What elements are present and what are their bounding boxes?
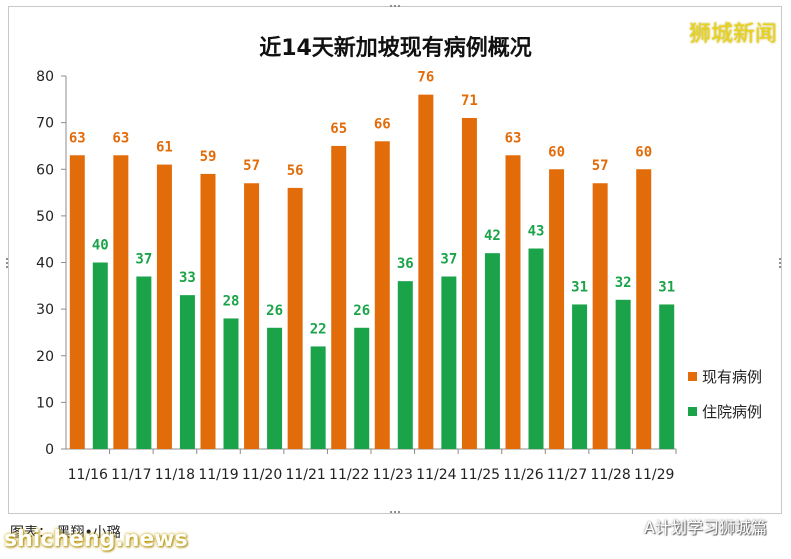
- bar-existing: [200, 173, 216, 449]
- data-label: 31: [571, 279, 588, 295]
- x-tick-label: 11/22: [329, 467, 369, 483]
- bar-existing: [505, 155, 521, 449]
- data-label: 32: [615, 275, 632, 291]
- data-label: 60: [635, 144, 652, 160]
- data-label: 42: [484, 228, 501, 244]
- bar-hospitalized: [310, 346, 326, 449]
- bar-hospitalized: [136, 276, 152, 449]
- legend-swatch: [688, 372, 697, 381]
- watermark-account: A计划学习狮城篇: [618, 514, 767, 538]
- data-label: 37: [135, 251, 152, 267]
- bar-hospitalized: [223, 318, 239, 449]
- bar-existing: [69, 155, 85, 449]
- bar-existing: [331, 145, 347, 449]
- y-tick-label: 80: [36, 69, 54, 85]
- data-label: 65: [330, 121, 347, 137]
- bar-existing: [287, 187, 303, 449]
- x-tick-label: 11/19: [198, 467, 238, 483]
- bar-hospitalized: [179, 295, 195, 449]
- data-label: 57: [243, 158, 260, 174]
- data-label: 36: [397, 256, 414, 272]
- legend-swatch: [688, 407, 697, 416]
- y-tick-label: 30: [36, 302, 54, 318]
- bar-existing: [113, 155, 129, 449]
- bar-hospitalized: [441, 276, 457, 449]
- brand-logo-text: 狮城新闻: [688, 22, 777, 47]
- chart-source-credit: 图表： 黑翔•小璐: [10, 525, 121, 541]
- bar-existing: [636, 169, 652, 449]
- chart-title: 近14天新加坡现有病例概况: [259, 36, 532, 61]
- watermark-site: shicheng.news: [4, 527, 188, 552]
- x-tick-label: 11/21: [285, 467, 325, 483]
- data-label: 59: [200, 149, 217, 165]
- y-tick-label: 0: [45, 442, 54, 458]
- y-tick-label: 20: [36, 349, 54, 365]
- data-label: 57: [592, 158, 609, 174]
- bar-existing: [244, 183, 260, 450]
- y-tick-label: 60: [36, 162, 54, 178]
- data-label: 71: [461, 93, 478, 109]
- data-label: 22: [310, 321, 327, 337]
- y-tick-label: 40: [36, 256, 54, 272]
- x-tick-label: 11/23: [373, 467, 413, 483]
- data-label: 40: [92, 238, 109, 254]
- x-tick-label: 11/26: [503, 467, 543, 483]
- bar-existing: [156, 164, 172, 449]
- data-label: 33: [179, 270, 196, 286]
- resize-handle-left[interactable]: [5, 257, 9, 269]
- watermark-account-label: A计划学习狮城篇: [644, 518, 767, 537]
- data-label: 63: [505, 130, 522, 146]
- data-label: 56: [287, 163, 304, 179]
- data-label: 26: [266, 303, 283, 319]
- resize-handle-top[interactable]: [389, 4, 401, 8]
- bar-hospitalized: [484, 253, 500, 449]
- bar-existing: [418, 94, 434, 450]
- y-tick-label: 70: [36, 116, 54, 132]
- bar-existing: [549, 169, 565, 449]
- x-tick-label: 11/17: [111, 467, 151, 483]
- data-label: 63: [112, 130, 129, 146]
- x-tick-label: 11/29: [634, 467, 674, 483]
- data-label: 37: [440, 251, 457, 267]
- x-tick-label: 11/16: [68, 467, 108, 483]
- bar-existing: [592, 183, 608, 450]
- y-tick-label: 10: [36, 395, 54, 411]
- wechat-icon: [618, 518, 638, 533]
- bar-hospitalized: [528, 248, 544, 449]
- y-tick-label: 50: [36, 209, 54, 225]
- bar-existing: [461, 117, 477, 450]
- data-label: 60: [548, 144, 565, 160]
- data-label: 63: [69, 130, 86, 146]
- data-label: 66: [374, 116, 391, 132]
- data-label: 28: [223, 293, 240, 309]
- bar-existing: [374, 141, 390, 449]
- bar-hospitalized: [659, 304, 675, 449]
- x-tick-label: 11/25: [460, 467, 500, 483]
- resize-handle-bottom[interactable]: [389, 510, 401, 514]
- bar-hospitalized: [354, 327, 370, 449]
- data-label: 76: [417, 70, 434, 86]
- bar-hospitalized: [92, 262, 108, 449]
- bar-hospitalized: [572, 304, 588, 449]
- x-tick-label: 11/24: [416, 467, 456, 483]
- data-label: 26: [353, 303, 370, 319]
- bar-hospitalized: [615, 299, 631, 449]
- legend-label: 住院病例: [702, 403, 762, 421]
- x-tick-label: 11/20: [242, 467, 282, 483]
- bar-hospitalized: [397, 281, 413, 449]
- bar-hospitalized: [267, 327, 283, 449]
- resize-handle-right[interactable]: [778, 257, 782, 269]
- legend-label: 现有病例: [702, 368, 762, 386]
- data-label: 61: [156, 140, 173, 156]
- x-tick-label: 11/27: [547, 467, 587, 483]
- data-label: 31: [658, 279, 675, 295]
- x-tick-label: 11/28: [590, 467, 630, 483]
- data-label: 43: [528, 224, 545, 240]
- x-tick-label: 11/18: [155, 467, 195, 483]
